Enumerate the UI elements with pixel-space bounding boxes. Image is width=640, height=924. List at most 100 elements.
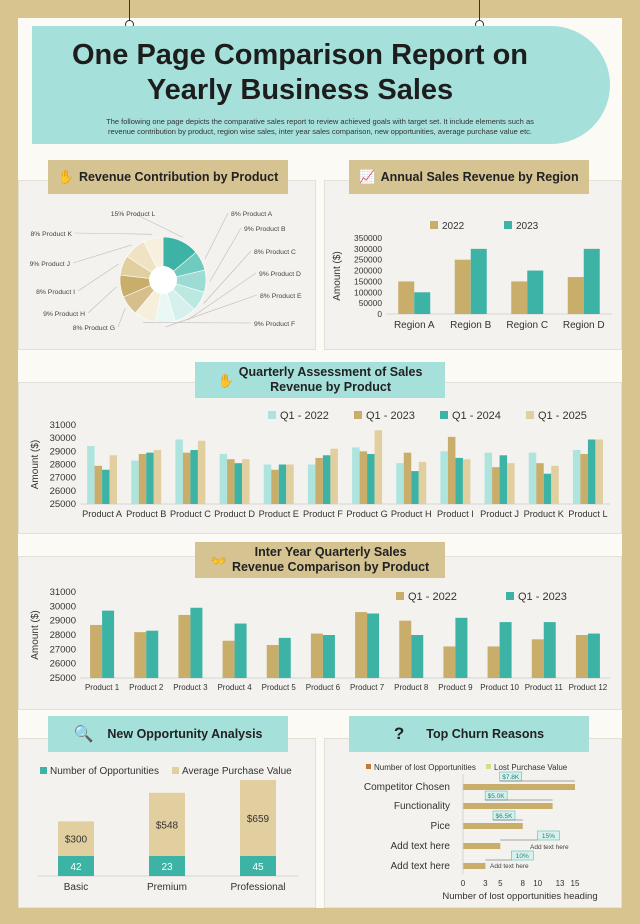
legend-label: Q1 - 2024 xyxy=(452,410,501,422)
interyear-title-line-2: Revenue Comparison by Product xyxy=(231,560,430,574)
interyear-title-line-1: Inter Year Quarterly Sales xyxy=(254,545,407,559)
title-line-2: Yearly Business Sales xyxy=(146,74,454,106)
x-tick-label: Product 5 xyxy=(262,683,297,692)
bar-lost-opportunities xyxy=(463,803,553,809)
data-callout-label: 15% xyxy=(542,833,555,840)
legend-swatch xyxy=(396,592,404,600)
x-tick-label: Basic xyxy=(64,882,88,893)
legend-label: Q1 - 2023 xyxy=(518,591,567,603)
bar xyxy=(462,459,471,504)
pie-leader-line xyxy=(203,250,252,304)
bar-average-purchase-value xyxy=(240,780,276,856)
bar xyxy=(367,613,380,678)
legend-label: Number of Opportunities xyxy=(50,766,159,777)
bar xyxy=(455,457,463,504)
churn-bar-chart: Number of lost Opportunities Lost Purchas… xyxy=(364,763,598,902)
y-tick-label: 28000 xyxy=(50,630,76,641)
bar xyxy=(543,473,552,504)
legend-label: Average Purchase Value xyxy=(182,766,292,777)
x-tick-label: 13 xyxy=(556,879,565,888)
bar xyxy=(190,607,203,678)
bar xyxy=(322,455,331,504)
bar xyxy=(266,645,279,678)
bar xyxy=(178,614,191,678)
bar xyxy=(487,646,500,678)
legend-swatch xyxy=(172,767,179,774)
opportunity-header: 🔍 New Opportunity Analysis xyxy=(48,716,288,752)
pie-leader-line xyxy=(165,294,258,328)
y-tick-label: 29000 xyxy=(50,446,76,457)
page-title: One Page Comparison Report on Yearly Bus… xyxy=(40,38,560,108)
pie-center-hole xyxy=(149,266,177,294)
pie-leader-line xyxy=(77,263,120,292)
y-tick-label: 29000 xyxy=(50,616,76,627)
bar xyxy=(443,646,456,678)
bar xyxy=(146,630,159,678)
pie-leader-line xyxy=(204,212,229,260)
data-callout-label: $5.0K xyxy=(488,793,506,800)
bar xyxy=(278,464,287,504)
bar xyxy=(398,281,415,314)
legend-label: 2022 xyxy=(442,221,465,232)
legend-swatch xyxy=(440,411,448,419)
y-tick-label: Pice xyxy=(431,821,451,832)
annual-region-header: 📈 Annual Sales Revenue by Region xyxy=(349,160,589,194)
y-tick-label: 25000 xyxy=(50,499,76,510)
x-tick-label: 8 xyxy=(521,879,526,888)
bar xyxy=(234,463,243,504)
bar xyxy=(587,439,596,504)
pie-leader-line xyxy=(117,307,126,328)
x-tick-label: Product 9 xyxy=(438,683,473,692)
bar-lost-opportunities xyxy=(463,863,486,869)
bar xyxy=(418,461,427,504)
legend-swatch xyxy=(430,221,438,229)
bar xyxy=(374,430,383,504)
y-tick-label: 27000 xyxy=(50,644,76,655)
analysis-icon: 🔍 xyxy=(73,726,94,743)
legend-label: Lost Purchase Value xyxy=(494,763,568,772)
bar xyxy=(234,623,247,678)
bar-value-label: 42 xyxy=(70,862,82,873)
legend-swatch xyxy=(506,592,514,600)
legend-label: Q1 - 2023 xyxy=(366,410,415,422)
bar xyxy=(87,446,95,504)
bar xyxy=(94,465,103,504)
bar xyxy=(440,451,448,504)
bar-lost-opportunities xyxy=(463,823,523,829)
x-tick-label: Product A xyxy=(82,509,123,519)
x-tick-label: Product 11 xyxy=(525,683,564,692)
y-tick-label: 30000 xyxy=(50,433,76,444)
pie-label: 9% Product F xyxy=(254,321,295,328)
bar xyxy=(90,624,103,678)
legend-swatch xyxy=(354,411,362,419)
hanger-left xyxy=(129,0,130,22)
bar xyxy=(153,450,162,504)
x-tick-label: 0 xyxy=(461,879,466,888)
hand-coins-icon: ✋ xyxy=(57,169,74,184)
bar-value-label: $659 xyxy=(247,814,270,825)
bar xyxy=(286,464,294,504)
bar xyxy=(355,612,368,678)
bar xyxy=(227,459,235,504)
title-line-1: One Page Comparison Report on xyxy=(72,39,528,71)
bar-value-label: 45 xyxy=(252,862,264,873)
x-tick-label: 10 xyxy=(533,879,542,888)
interyear-header: 👐 Inter Year Quarterly Sales Revenue Comp… xyxy=(195,542,445,578)
bar xyxy=(583,248,600,314)
legend-swatch xyxy=(504,221,512,229)
x-tick-label: Region A xyxy=(394,320,435,331)
legend-label: Q1 - 2025 xyxy=(538,410,587,422)
bar xyxy=(138,453,147,504)
bar xyxy=(567,277,584,314)
bar xyxy=(511,281,528,314)
bar xyxy=(447,436,456,504)
x-tick-label: Product 7 xyxy=(350,683,385,692)
legend-label: Q1 - 2022 xyxy=(408,591,457,603)
pie-label: 8% Product C xyxy=(254,249,296,256)
bar xyxy=(455,617,468,678)
x-axis-label: Number of lost opportunities heading xyxy=(442,891,597,902)
bar xyxy=(359,451,368,504)
pie-label: 8% Product I xyxy=(36,289,75,296)
bar xyxy=(222,640,235,678)
y-axis-label: Amount ($) xyxy=(30,610,41,659)
